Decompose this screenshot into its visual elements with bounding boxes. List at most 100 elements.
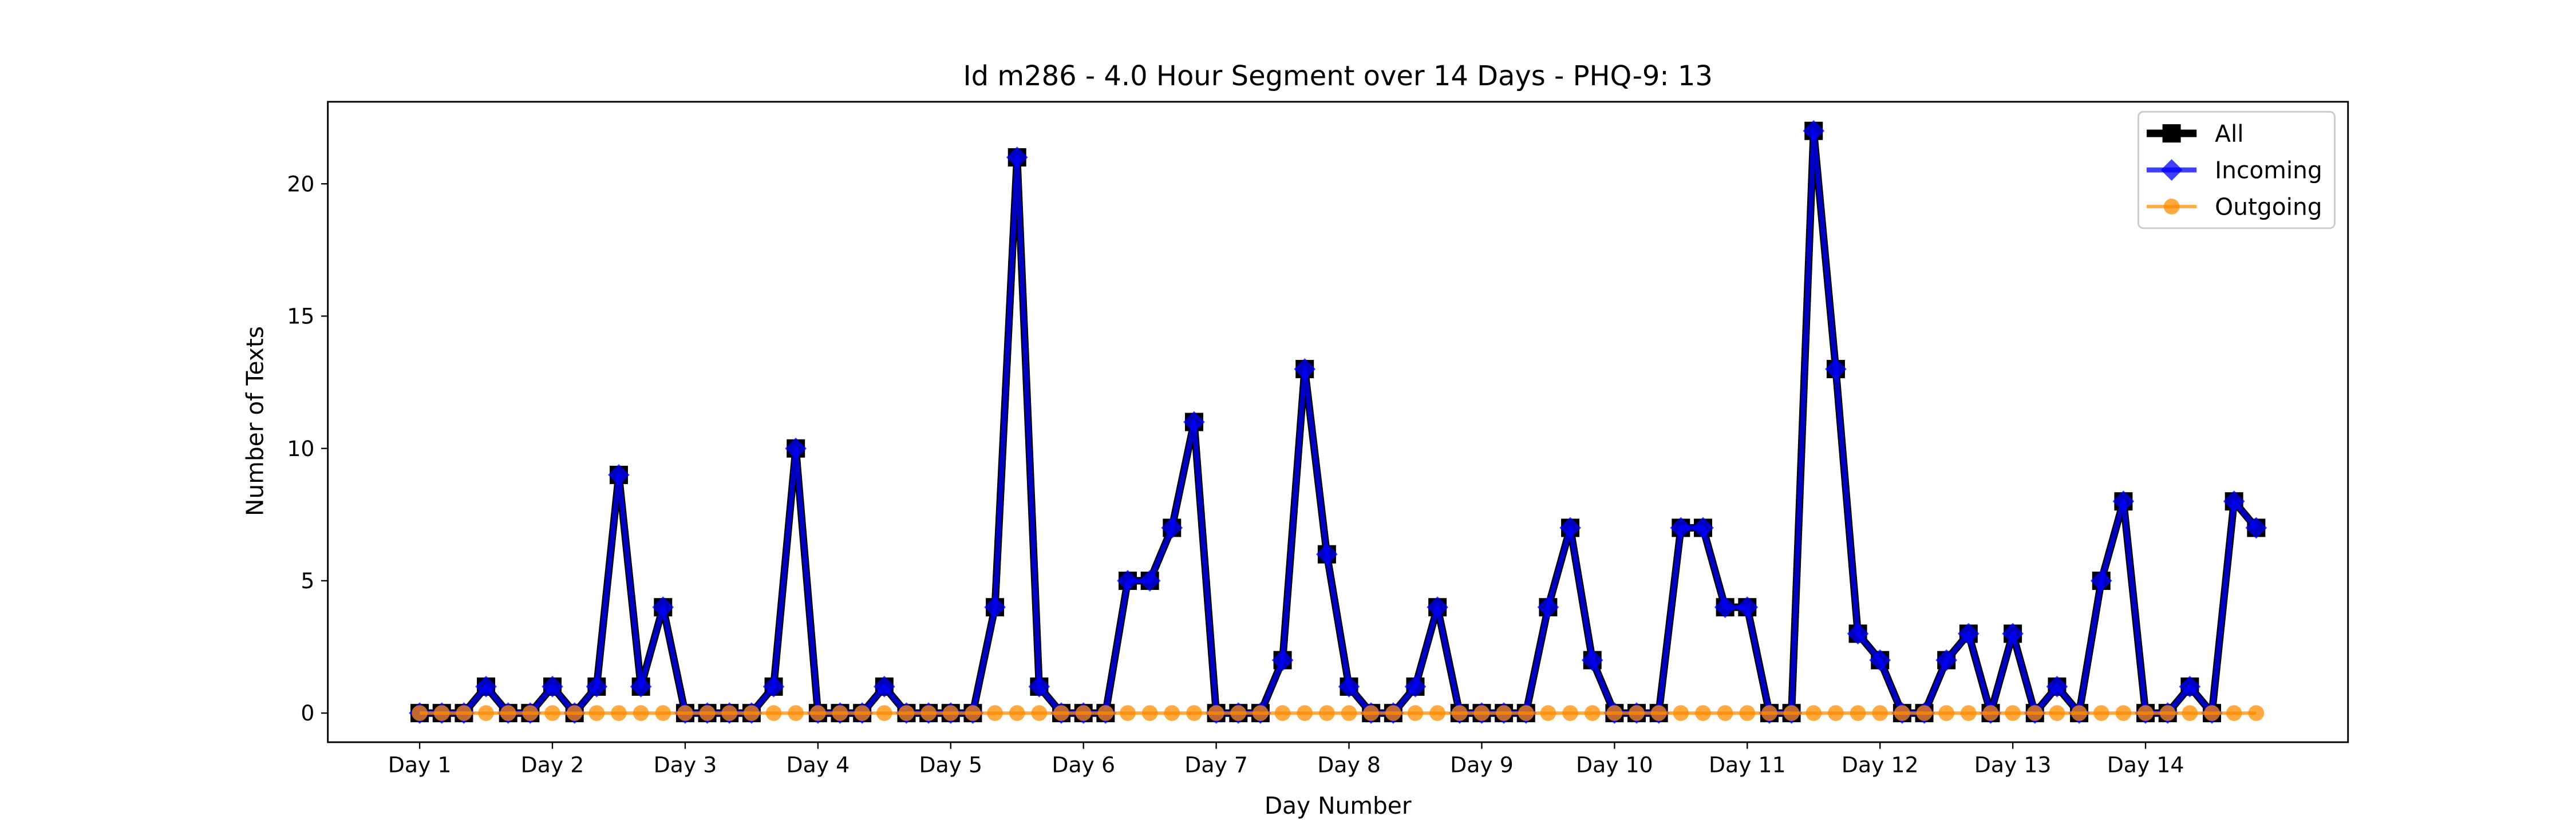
x-tick-label: Day 10 xyxy=(1576,752,1653,777)
marker xyxy=(744,705,760,721)
marker xyxy=(1230,705,1247,721)
marker xyxy=(1629,705,1645,721)
y-axis-label: Number of Texts xyxy=(241,326,268,516)
marker xyxy=(2046,676,2068,698)
x-tick-label: Day 6 xyxy=(1052,752,1115,777)
x-tick-label: Day 2 xyxy=(521,752,584,777)
marker xyxy=(2182,705,2198,721)
marker xyxy=(2026,705,2043,721)
x-tick-label: Day 7 xyxy=(1184,752,1248,777)
marker xyxy=(1783,705,1800,721)
marker xyxy=(1518,705,1534,721)
marker xyxy=(566,705,583,721)
marker xyxy=(1496,705,1512,721)
marker xyxy=(2223,490,2245,513)
marker xyxy=(522,705,539,721)
marker xyxy=(2093,705,2109,721)
marker xyxy=(2115,705,2132,721)
x-tick-label: Day 14 xyxy=(2107,752,2184,777)
marker xyxy=(456,705,472,721)
marker xyxy=(1717,705,1733,721)
marker xyxy=(965,705,981,721)
marker xyxy=(832,705,848,721)
marker xyxy=(611,705,627,721)
x-tick-label: Day 1 xyxy=(388,752,452,777)
marker xyxy=(942,705,959,721)
x-tick-label: Day 4 xyxy=(787,752,850,777)
marker xyxy=(478,705,494,721)
marker xyxy=(542,676,563,698)
marker xyxy=(1761,705,1777,721)
marker xyxy=(2071,705,2087,721)
marker xyxy=(1695,705,1711,721)
x-tick-label: Day 5 xyxy=(919,752,982,777)
chart-title: Id m286 - 4.0 Hour Segment over 14 Days … xyxy=(963,60,1713,92)
marker xyxy=(1670,517,1692,539)
marker xyxy=(765,705,782,721)
marker xyxy=(1894,705,1910,721)
marker xyxy=(2112,490,2135,513)
marker xyxy=(876,705,892,721)
marker xyxy=(1253,705,1269,721)
x-tick-label: Day 12 xyxy=(1842,752,1919,777)
marker xyxy=(1692,517,1714,539)
marker xyxy=(1581,649,1603,671)
marker xyxy=(1407,705,1424,721)
marker xyxy=(810,705,826,721)
marker xyxy=(1982,705,1999,721)
marker xyxy=(788,705,804,721)
marker xyxy=(1183,411,1205,433)
x-tick-label: Day 3 xyxy=(654,752,717,777)
marker xyxy=(1961,705,1977,721)
y-tick-label: 0 xyxy=(301,700,314,726)
marker xyxy=(1803,120,1825,142)
marker xyxy=(1825,358,1847,380)
marker xyxy=(1429,705,1445,721)
marker xyxy=(1650,705,1667,721)
marker xyxy=(1714,596,1736,619)
marker xyxy=(544,705,560,721)
marker xyxy=(1736,596,1759,619)
x-axis-label: Day Number xyxy=(1265,792,1412,819)
marker xyxy=(1186,705,1202,721)
marker xyxy=(2226,705,2242,721)
legend: All Incoming Outgoing xyxy=(2138,110,2336,229)
marker xyxy=(785,437,807,459)
marker xyxy=(1916,705,1933,721)
marker xyxy=(2160,159,2183,181)
marker xyxy=(1271,649,1294,671)
marker xyxy=(920,705,937,721)
marker xyxy=(1404,676,1427,698)
marker xyxy=(1828,705,1844,721)
marker xyxy=(1935,649,1958,671)
marker xyxy=(984,596,1006,619)
marker xyxy=(586,676,608,698)
marker xyxy=(1559,517,1581,539)
marker xyxy=(1385,705,1401,721)
y-tick-label: 15 xyxy=(287,304,314,329)
marker xyxy=(677,705,693,721)
marker xyxy=(1319,705,1335,721)
marker xyxy=(1869,649,1891,671)
marker xyxy=(1427,596,1449,619)
marker xyxy=(2159,705,2176,721)
marker xyxy=(1274,705,1291,721)
marker xyxy=(588,705,605,721)
marker xyxy=(2138,705,2154,721)
marker xyxy=(873,676,895,698)
marker xyxy=(898,705,915,721)
marker xyxy=(1161,517,1183,539)
marker xyxy=(2163,199,2180,215)
marker xyxy=(2162,124,2181,143)
marker xyxy=(1141,705,1158,721)
marker xyxy=(2248,705,2265,721)
marker xyxy=(1363,705,1379,721)
marker xyxy=(433,705,450,721)
y-tick-label: 5 xyxy=(301,568,314,593)
marker xyxy=(1451,705,1468,721)
marker xyxy=(1208,705,1224,721)
marker xyxy=(500,705,516,721)
x-tick-label: Day 8 xyxy=(1317,752,1381,777)
marker xyxy=(1053,705,1069,721)
